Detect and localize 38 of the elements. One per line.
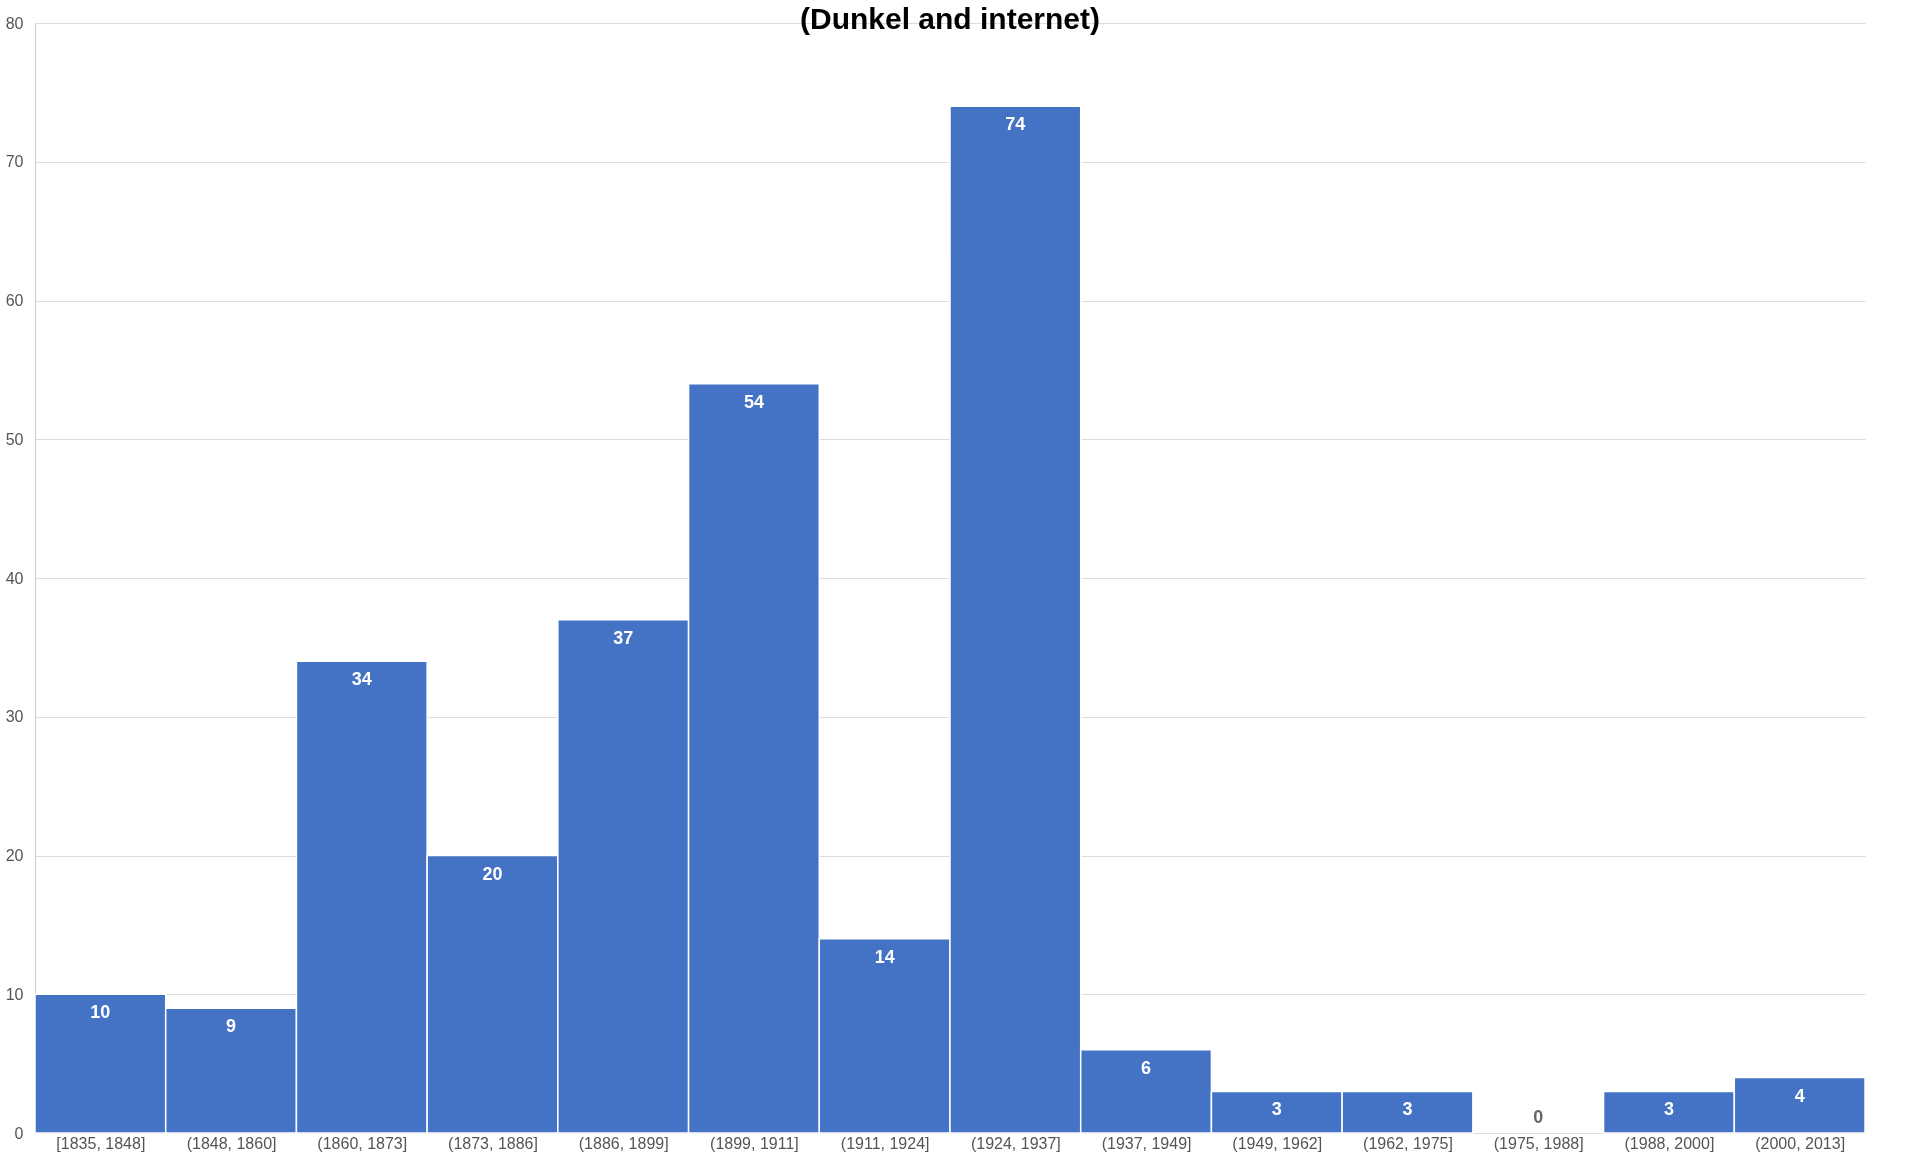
x-tick-label: (1860, 1873] bbox=[317, 1134, 408, 1152]
x-tick-label: (1988, 2000] bbox=[1624, 1134, 1715, 1152]
data-label: 6 bbox=[1141, 1057, 1152, 1078]
x-tick-label: (1873, 1886] bbox=[448, 1134, 538, 1152]
y-tick-label: 20 bbox=[5, 847, 24, 864]
data-label: 4 bbox=[1794, 1085, 1805, 1106]
x-tick-label: (2000, 2013] bbox=[1755, 1134, 1846, 1152]
data-label: 10 bbox=[90, 1002, 111, 1023]
x-tick-label: (1848, 1860] bbox=[186, 1134, 277, 1152]
data-label: 54 bbox=[743, 391, 764, 412]
y-tick-label: 0 bbox=[14, 1124, 24, 1142]
data-label: 74 bbox=[1005, 114, 1026, 135]
y-tick-label: 50 bbox=[5, 430, 24, 448]
data-label: 20 bbox=[482, 863, 503, 884]
x-tick-label: [1835, 1848] bbox=[56, 1134, 146, 1152]
x-tick-label: (1949, 1962] bbox=[1232, 1134, 1323, 1152]
y-tick-label: 80 bbox=[5, 14, 24, 32]
data-label: 34 bbox=[351, 669, 372, 690]
data-label: 3 bbox=[1663, 1099, 1674, 1120]
y-tick-label: 30 bbox=[5, 708, 24, 726]
x-tick-label: (1886, 1899] bbox=[578, 1134, 669, 1152]
x-tick-label: (1924, 1937] bbox=[970, 1134, 1061, 1152]
x-tick-label: (1911, 1924] bbox=[840, 1134, 930, 1152]
data-label: 9 bbox=[226, 1016, 237, 1037]
x-tick-label: (1975, 1988] bbox=[1493, 1134, 1584, 1152]
data-label: 14 bbox=[874, 946, 895, 967]
data-label: 3 bbox=[1402, 1099, 1413, 1120]
data-label: 3 bbox=[1271, 1099, 1282, 1120]
y-tick-label: 40 bbox=[5, 569, 24, 587]
data-label: 37 bbox=[613, 627, 634, 648]
x-tick-label: (1937, 1949] bbox=[1101, 1134, 1192, 1152]
x-tick-label: (1899, 1911] bbox=[710, 1134, 799, 1152]
y-tick-label: 70 bbox=[5, 153, 24, 171]
chart-title: (Dunkel and internet) bbox=[799, 2, 1101, 35]
y-tick-label: 60 bbox=[5, 292, 24, 309]
y-tick-label: 10 bbox=[5, 985, 24, 1003]
data-label: 0 bbox=[1533, 1107, 1544, 1127]
x-tick-label: (1962, 1975] bbox=[1363, 1134, 1453, 1152]
